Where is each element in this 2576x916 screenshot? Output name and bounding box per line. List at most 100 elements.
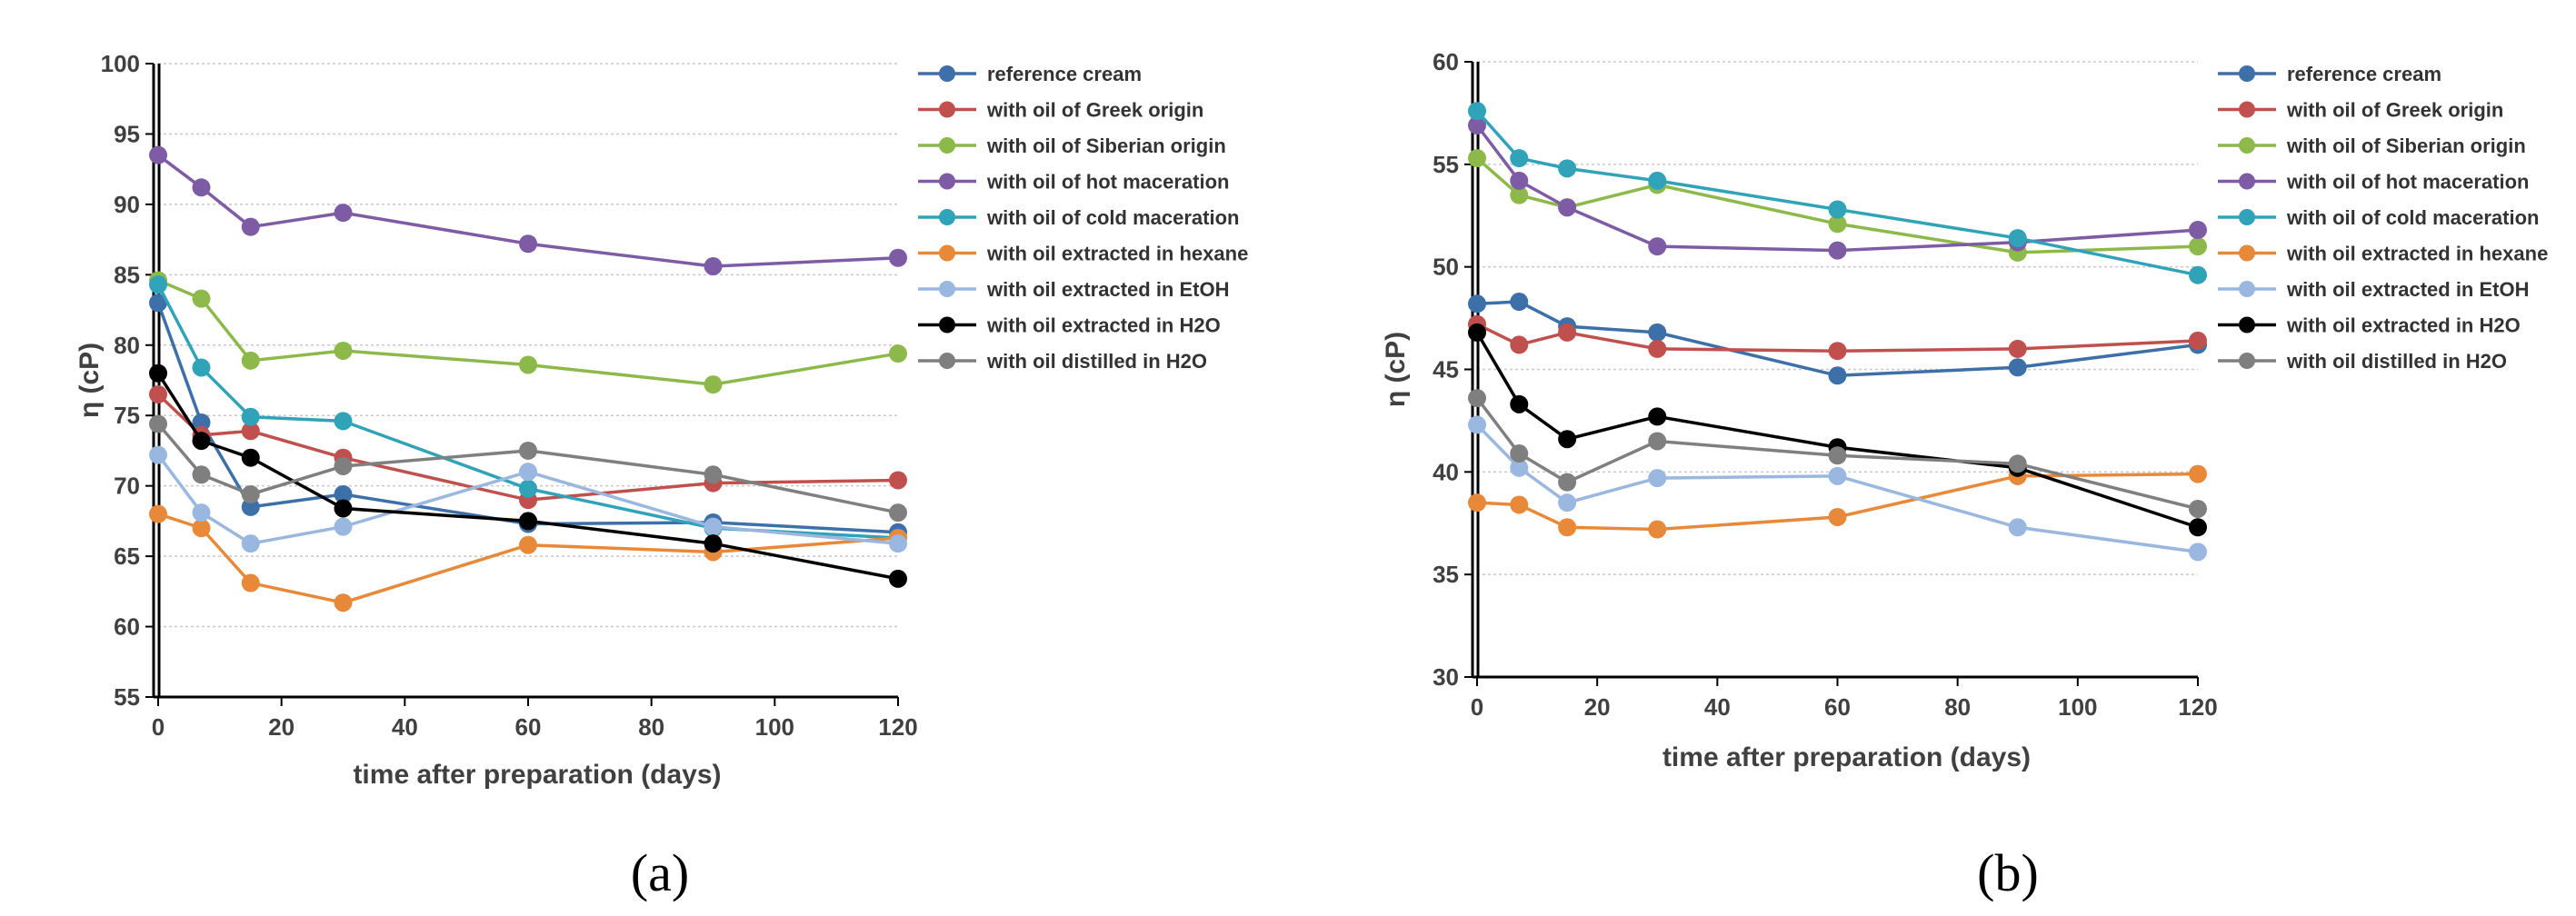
data-point <box>2189 221 2207 240</box>
data-point <box>1648 469 1667 488</box>
data-point <box>334 517 353 536</box>
legend-label: with oil extracted in hexane <box>986 243 1248 265</box>
legend-label: with oil of hot maceration <box>986 171 1229 194</box>
y-tick-label: 55 <box>114 683 140 711</box>
x-tick-label: 80 <box>1944 693 1971 721</box>
data-point <box>1468 493 1486 513</box>
data-point <box>149 504 167 523</box>
y-tick-label: 60 <box>1433 48 1459 75</box>
legend-label: with oil of hot maceration <box>2286 171 2529 194</box>
data-point <box>1828 366 1847 385</box>
data-point <box>2008 518 2027 537</box>
legend-marker <box>939 281 955 297</box>
data-point <box>192 503 211 523</box>
y-tick-label: 35 <box>1433 561 1459 588</box>
data-point <box>334 341 353 360</box>
x-tick-label: 60 <box>1824 693 1851 721</box>
y-tick-label: 30 <box>1433 663 1459 691</box>
data-point <box>1558 323 1577 342</box>
data-point <box>241 448 260 467</box>
data-point <box>241 484 260 503</box>
legend-marker <box>2239 281 2255 297</box>
legend-marker <box>2239 101 2255 118</box>
legend-marker <box>2239 244 2255 262</box>
data-point <box>704 257 723 276</box>
data-point <box>1510 458 1529 477</box>
data-point <box>1828 507 1847 526</box>
data-point <box>1468 389 1486 408</box>
x-tick-label: 40 <box>1704 693 1731 721</box>
legend-label: with oil extracted in EtOH <box>2286 278 2529 301</box>
y-tick-label: 50 <box>1433 254 1459 281</box>
legend-marker <box>939 101 955 118</box>
legend-label: with oil of cold maceration <box>2286 206 2539 229</box>
data-point <box>334 499 353 518</box>
data-point <box>149 294 167 313</box>
legend-marker <box>939 209 955 225</box>
data-point <box>519 463 537 482</box>
data-point <box>889 569 907 588</box>
data-point <box>519 234 537 254</box>
y-tick-label: 65 <box>114 543 140 570</box>
panel-label: (a) <box>631 843 689 902</box>
legend-marker <box>939 353 955 369</box>
panel-a: 55 60 65 70 75 80 85 90 95 100 0 20 40 60 80 100 120 η (c… <box>75 50 1248 902</box>
y-tick-label: 60 <box>114 613 140 641</box>
data-point <box>2189 499 2207 518</box>
y-tick-label: 45 <box>1433 356 1459 383</box>
data-point <box>889 344 907 363</box>
data-point <box>1558 493 1577 513</box>
legend-marker <box>2239 65 2255 82</box>
data-point <box>241 422 260 441</box>
data-point <box>1648 432 1667 451</box>
data-point <box>149 445 167 464</box>
x-tick-label: 40 <box>392 713 418 741</box>
y-tick-label: 100 <box>101 50 140 77</box>
legend-marker <box>2239 316 2255 334</box>
data-point <box>2008 358 2027 377</box>
data-point <box>149 275 167 294</box>
data-point <box>2008 339 2027 358</box>
data-point <box>704 534 723 553</box>
data-point <box>241 407 260 426</box>
y-tick-label: 70 <box>114 473 140 500</box>
data-point <box>1648 339 1667 358</box>
legend-label: with oil distilled in H2O <box>2286 350 2507 373</box>
data-point <box>704 465 723 484</box>
data-point <box>1468 149 1486 168</box>
legend-label: with oil of Siberian origin <box>986 134 1226 157</box>
data-point <box>241 217 260 236</box>
data-point <box>704 375 723 394</box>
data-point <box>1648 520 1667 539</box>
data-point <box>1828 446 1847 465</box>
y-tick-label: 55 <box>1433 151 1459 178</box>
data-point <box>519 479 537 498</box>
data-point <box>192 413 211 432</box>
data-point <box>1558 518 1577 537</box>
data-point <box>334 484 353 503</box>
data-point <box>149 145 167 164</box>
x-tick-label: 100 <box>2058 693 2097 721</box>
data-point <box>889 534 907 553</box>
legend-label: with oil extracted in H2O <box>2286 314 2521 337</box>
data-point <box>1558 473 1577 492</box>
data-point <box>1468 294 1486 314</box>
data-point <box>1828 214 1847 234</box>
data-point <box>889 248 907 267</box>
y-tick-label: 95 <box>114 120 140 147</box>
data-point <box>1510 171 1529 190</box>
legend-marker <box>2239 137 2255 154</box>
data-point <box>1510 185 1529 204</box>
data-point <box>1510 335 1529 354</box>
panel-label: (b) <box>1977 843 2039 902</box>
legend-label: with oil distilled in H2O <box>986 350 1207 373</box>
x-tick-label: 60 <box>515 713 542 741</box>
legend-marker <box>939 244 955 262</box>
data-point <box>192 178 211 197</box>
data-point <box>2189 331 2207 350</box>
data-point <box>241 534 260 553</box>
data-point <box>149 363 167 383</box>
data-point <box>1510 293 1529 312</box>
data-point <box>334 593 353 612</box>
data-point <box>2008 229 2027 248</box>
